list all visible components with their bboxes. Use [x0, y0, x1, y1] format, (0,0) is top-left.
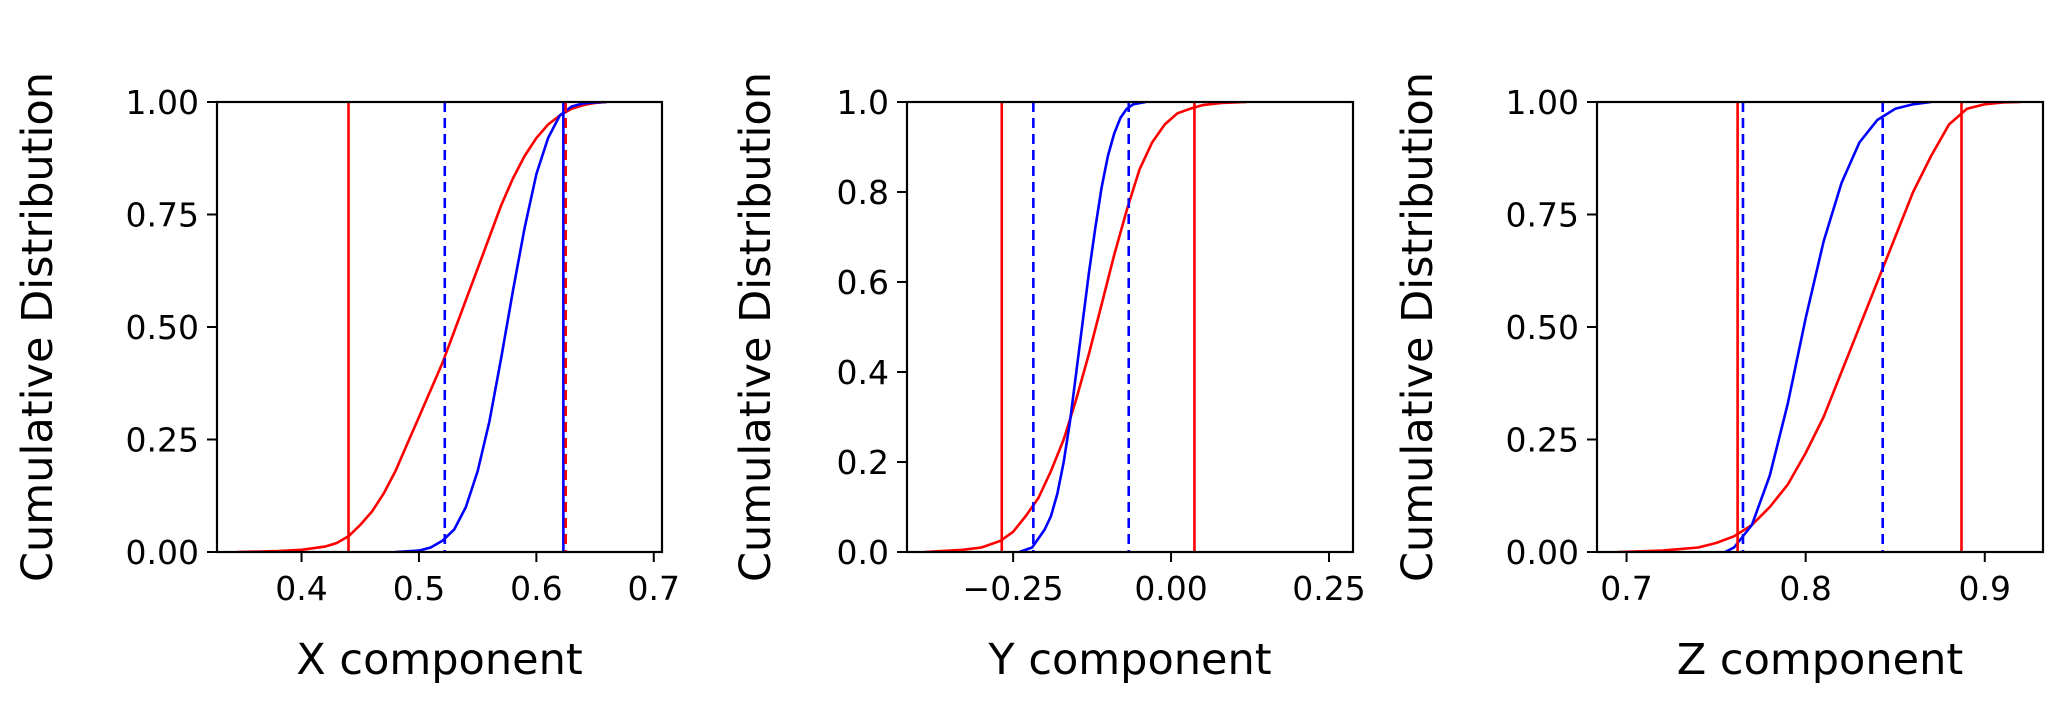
- y-tick-label: 0.25: [126, 421, 199, 460]
- blue-cdf-line: [1724, 101, 1932, 553]
- chart-panel-1: 0.4 0.5 0.6 0.7 0.00 0.25 0.50 0.75 1.00 X compon…: [13, 72, 680, 685]
- chart-panel-3: 0.7 0.8 0.9 0.00 0.25 0.50 0.75 1.00 Z component…: [1393, 72, 2045, 685]
- x-tick-label: 0.6: [510, 569, 562, 608]
- y-tick-label: 0.2: [837, 443, 889, 482]
- y-tick-label: 1.00: [126, 83, 199, 122]
- axes-frame: [1595, 100, 2045, 554]
- x-axis-label: Y component: [987, 635, 1271, 685]
- x-tick-label: 0.8: [1779, 569, 1831, 608]
- y-tick-label: 0.25: [1506, 421, 1579, 460]
- y-tick-label: 0.00: [126, 533, 199, 572]
- y-tick-label: 0.6: [837, 263, 889, 302]
- x-tick-label: 0.25: [1292, 569, 1365, 608]
- x-axis-label: X component: [296, 635, 582, 685]
- y-tick-label: 1.00: [1506, 83, 1579, 122]
- plot-area: [236, 101, 607, 553]
- y-tick-label: 0.50: [126, 308, 199, 347]
- y-tick-label: 0.8: [837, 173, 889, 212]
- y-axis-label: Cumulative Distribution: [731, 72, 781, 582]
- y-tick-label: 0.00: [1506, 533, 1579, 572]
- y-tick-label: 1.0: [837, 83, 889, 122]
- x-tick-label: 0.5: [393, 569, 445, 608]
- x-tick-label: −0.25: [963, 569, 1064, 608]
- x-tick-label: 0.7: [1600, 569, 1652, 608]
- red-cdf-line: [236, 101, 607, 553]
- red-cdf-line: [924, 101, 1247, 553]
- x-tick-label: 0.00: [1134, 569, 1207, 608]
- y-tick-label: 0.75: [126, 196, 199, 235]
- red-cdf-line: [1617, 101, 2021, 553]
- y-tick-label: 0.0: [837, 533, 889, 572]
- y-axis-label: Cumulative Distribution: [1393, 72, 1443, 582]
- x-axis-label: Z component: [1677, 635, 1963, 685]
- plot-area: [1617, 101, 2021, 553]
- x-tick-label: 0.4: [275, 569, 327, 608]
- axes-frame: [905, 100, 1355, 554]
- blue-cdf-line: [395, 101, 607, 553]
- y-tick-label: 0.75: [1506, 196, 1579, 235]
- blue-cdf-line: [1018, 101, 1147, 553]
- y-tick-label: 0.50: [1506, 308, 1579, 347]
- axes-frame: [215, 100, 664, 554]
- y-tick-label: 0.4: [837, 353, 889, 392]
- y-axis-label: Cumulative Distribution: [13, 72, 63, 582]
- x-tick-label: 0.9: [1959, 569, 2011, 608]
- x-tick-label: 0.7: [628, 569, 680, 608]
- chart-panel-2: −0.25 0.00 0.25 0.0 0.2 0.4 0.6 0.8 1.0 Y compone…: [731, 72, 1366, 685]
- plot-area: [924, 101, 1247, 553]
